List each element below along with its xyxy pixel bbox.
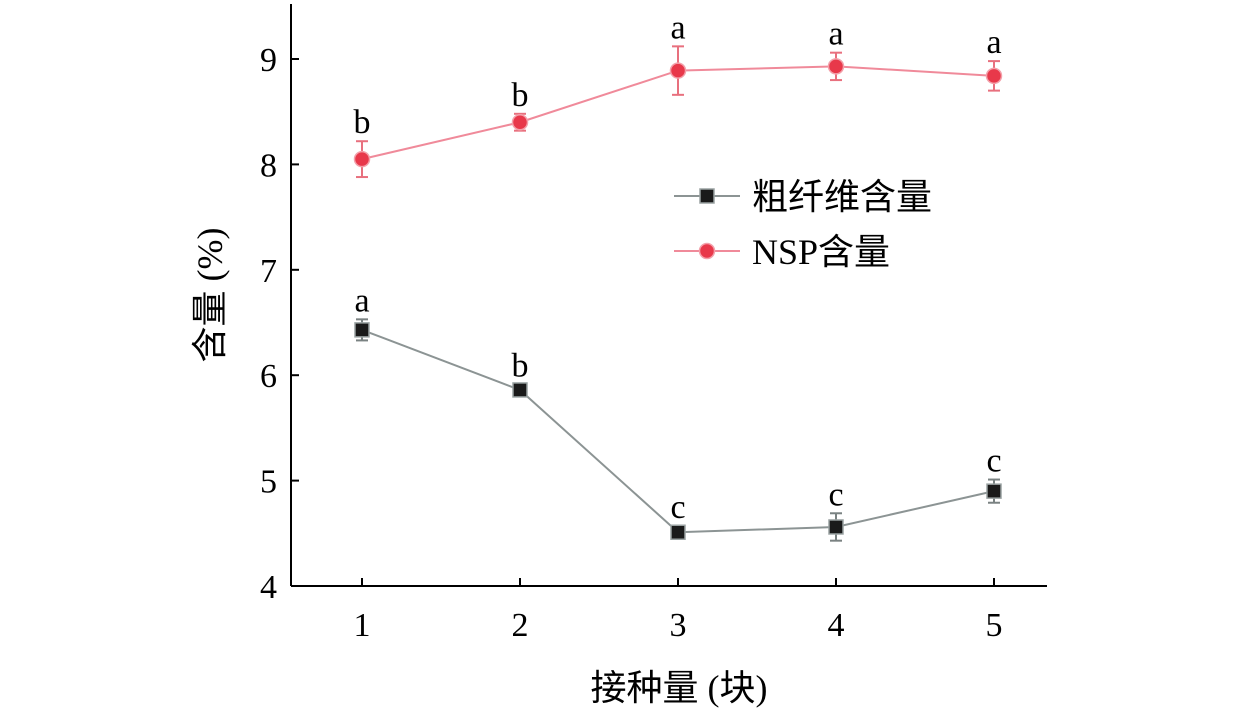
data-point	[512, 382, 528, 398]
significance-label: c	[986, 443, 1001, 480]
x-tick-label: 3	[670, 607, 687, 644]
legend-label: 粗纤维含量	[752, 177, 932, 217]
data-point	[828, 519, 844, 535]
data-point	[511, 113, 529, 131]
legend-item: NSP含量	[674, 232, 890, 272]
y-axis-title: 含量 (%)	[190, 228, 230, 363]
significance-label: c	[828, 476, 843, 513]
series-nsp: b b a a a	[353, 9, 1003, 179]
x-tick-label: 5	[986, 607, 1003, 644]
significance-label: c	[670, 489, 685, 526]
data-point	[985, 67, 1003, 85]
data-point	[827, 58, 845, 75]
series-crude-fiber: a b c c c	[354, 282, 1002, 542]
significance-label: a	[828, 16, 843, 53]
y-tick-label: 8	[260, 147, 277, 184]
y-tick-label: 5	[260, 464, 277, 501]
legend-marker	[699, 188, 715, 204]
series-layer: b b a a a a b c c c	[353, 9, 1003, 542]
x-tick-label: 1	[354, 607, 371, 644]
data-point	[353, 150, 371, 168]
data-point	[669, 62, 687, 79]
data-point	[670, 524, 686, 540]
y-tick-label: 7	[260, 253, 277, 290]
y-tick-label: 6	[260, 358, 277, 395]
data-point	[986, 483, 1002, 499]
significance-label: b	[512, 348, 529, 385]
significance-label: a	[354, 282, 369, 319]
axes	[290, 4, 1047, 587]
x-axis-ticks: 1 2 3 4 5	[354, 578, 1003, 644]
x-tick-label: 4	[828, 607, 845, 644]
significance-label: b	[354, 104, 371, 141]
significance-label: a	[670, 9, 685, 46]
data-point	[354, 322, 370, 338]
y-axis-ticks: 4 5 6 7 8 9	[260, 42, 299, 606]
x-axis-title: 接种量 (块)	[591, 668, 768, 708]
legend: 粗纤维含量 NSP含量	[674, 177, 932, 272]
legend-item: 粗纤维含量	[674, 177, 932, 217]
x-tick-label: 2	[512, 607, 529, 644]
significance-label: b	[512, 77, 529, 114]
legend-label: NSP含量	[752, 232, 890, 272]
y-tick-label: 9	[260, 42, 277, 79]
legend-marker	[698, 242, 716, 260]
y-tick-label: 4	[260, 569, 277, 606]
significance-label: a	[986, 24, 1001, 61]
